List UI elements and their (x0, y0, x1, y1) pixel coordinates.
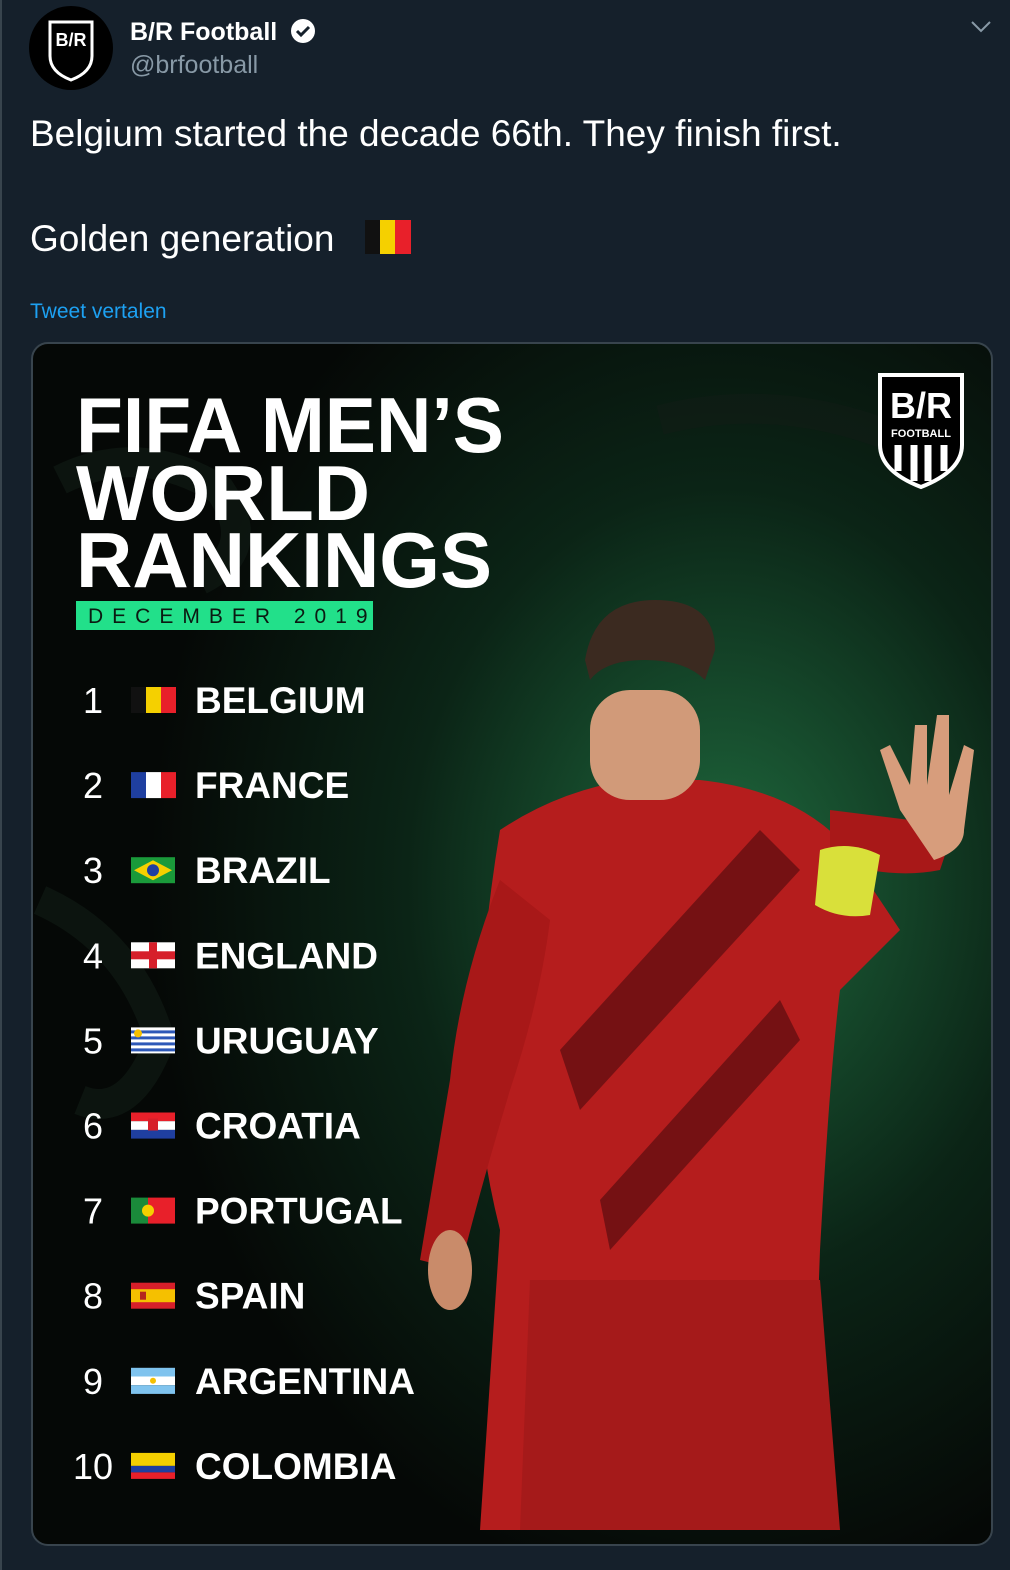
flag-part (131, 1472, 175, 1479)
author-handle[interactable]: @brfootball (130, 51, 258, 79)
player (420, 600, 974, 1530)
logo-mark: B/R (890, 385, 952, 426)
title-line: WORLD (76, 449, 370, 537)
flag-part (131, 1385, 175, 1394)
flag-part (131, 951, 175, 960)
ranking-row: 7 PORTUGAL (83, 1191, 403, 1232)
title-line: RANKINGS (76, 516, 492, 604)
flag (131, 1112, 175, 1139)
flag-part (131, 1030, 175, 1034)
flag-part (131, 1048, 175, 1052)
country: CROATIA (195, 1106, 361, 1147)
flag (131, 857, 175, 884)
ranking-row: 6 CROATIA (83, 1106, 361, 1147)
tweet-text: Belgium started the decade 66th. They fi… (30, 113, 842, 154)
flag-part (146, 687, 161, 713)
rank: 8 (83, 1276, 103, 1317)
flag-part (148, 1118, 158, 1131)
rank: 3 (83, 850, 103, 891)
rank: 4 (83, 935, 103, 976)
subtitle: DECEMBER 2019 (88, 605, 377, 628)
ranking-row: 8 SPAIN (83, 1276, 305, 1317)
country: FRANCE (195, 765, 349, 806)
flag-part (131, 1367, 175, 1377)
flag-part (131, 1042, 175, 1046)
ranking-row: 1 BELGIUM (83, 680, 366, 721)
rank: 10 (73, 1446, 113, 1487)
menu-chevron[interactable] (971, 21, 991, 33)
country: BELGIUM (195, 680, 366, 721)
flag-part (134, 1029, 142, 1038)
title-line: FIFA MEN’S (76, 381, 504, 469)
flag (131, 1367, 175, 1394)
ranking-row: 5 URUGUAY (83, 1020, 379, 1061)
ranking-row: 10 COLOMBIA (73, 1446, 396, 1487)
flag-part (131, 1197, 148, 1224)
country: SPAIN (195, 1276, 305, 1317)
ranking-row: 4 ENGLAND (83, 935, 378, 976)
flag (131, 942, 175, 969)
rankings: 1 BELGIUM 2 FRANCE 3 BRAZIL 4 ENGLAND 5 URUGUAY 6 C… (73, 680, 415, 1487)
flag (131, 1282, 175, 1309)
rank: 5 (83, 1020, 103, 1061)
ranking-row: 2 FRANCE (83, 765, 349, 806)
flag (131, 1452, 175, 1479)
flag-part (131, 772, 146, 799)
flag-part (161, 772, 176, 799)
flag-part (147, 864, 159, 877)
flag-part (161, 687, 176, 713)
flag (131, 772, 176, 799)
country: URUGUAY (195, 1020, 379, 1061)
subtitle-bg (76, 601, 373, 630)
flag-part (131, 1129, 175, 1139)
flag-part (131, 1289, 175, 1303)
flag-part (142, 1204, 154, 1217)
flag-emoji (365, 220, 411, 254)
author-name[interactable]: B/R Football (130, 18, 277, 46)
country: BRAZIL (195, 850, 331, 891)
rank: 2 (83, 765, 103, 806)
flag-part (131, 687, 146, 713)
country: COLOMBIA (195, 1446, 396, 1487)
ranking-row: 9 ARGENTINA (83, 1361, 415, 1402)
rank: 1 (83, 680, 103, 721)
translate-link[interactable]: Tweet vertalen (30, 300, 167, 323)
avatar-text: B/R (56, 30, 87, 50)
logo-label: FOOTBALL (891, 428, 951, 440)
flag-part (131, 1036, 175, 1040)
logo: B/R FOOTBALL (878, 373, 964, 490)
flag-part (131, 1452, 175, 1466)
flag-part (131, 1112, 175, 1122)
country: PORTUGAL (195, 1191, 403, 1232)
verified-badge (291, 19, 315, 43)
rank: 6 (83, 1106, 103, 1147)
flag-part (146, 772, 161, 799)
card-border (31, 342, 993, 1546)
avatar[interactable]: B/R (29, 6, 113, 90)
ranking-row: 3 BRAZIL (83, 850, 331, 891)
rank: 9 (83, 1361, 103, 1402)
flag (131, 1197, 175, 1224)
flag-part (131, 1465, 175, 1473)
flag (131, 1027, 175, 1054)
flag-part (140, 1291, 146, 1300)
media-image[interactable]: B/R FOOTBALL FIFA MEN’S WORLD RANKINGS D… (32, 343, 992, 1545)
flag (131, 687, 176, 713)
country: ENGLAND (195, 935, 378, 976)
tweet-text: Golden generation (30, 218, 334, 259)
rank: 7 (83, 1191, 103, 1232)
country: ARGENTINA (195, 1361, 415, 1402)
flag-part (150, 1377, 156, 1384)
